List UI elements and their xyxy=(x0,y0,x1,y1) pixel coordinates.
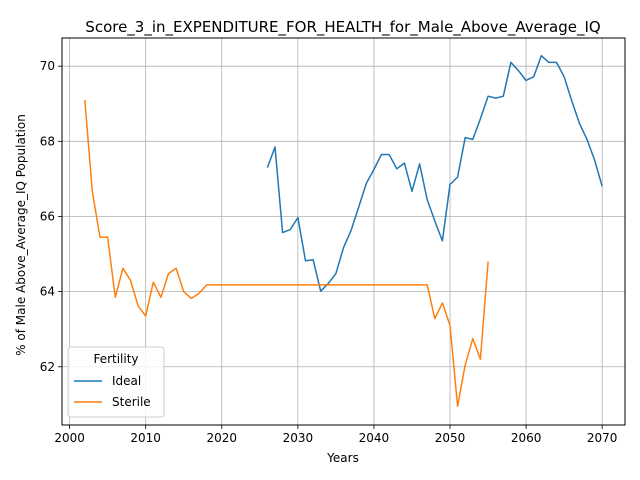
legend-label-sterile: Sterile xyxy=(112,395,151,409)
y-tick-label: 66 xyxy=(40,209,55,223)
y-tick-label: 70 xyxy=(40,59,55,73)
x-tick-label: 2040 xyxy=(359,431,390,445)
series-line-sterile xyxy=(84,99,489,407)
x-tick-label: 2050 xyxy=(435,431,466,445)
plot-frame xyxy=(61,37,626,426)
y-tick-label: 62 xyxy=(40,360,55,374)
x-axis-label: Years xyxy=(326,451,359,465)
legend-label-ideal: Ideal xyxy=(112,374,141,388)
x-tick-label: 2030 xyxy=(283,431,314,445)
x-tick-label: 2020 xyxy=(206,431,237,445)
legend: Fertility Ideal Sterile xyxy=(67,346,165,418)
x-tick-label: 2000 xyxy=(54,431,85,445)
y-tick-label: 68 xyxy=(40,134,55,148)
series-line-ideal xyxy=(266,54,603,292)
x-tick-label: 2070 xyxy=(587,431,618,445)
legend-title: Fertility xyxy=(93,352,138,366)
x-tick-label: 2060 xyxy=(511,431,542,445)
axis-ticks: 2000 2010 2020 2030 2040 2050 2060 2070 62 64 66 68… xyxy=(40,59,618,445)
chart-title: Score_3_in_EXPENDITURE_FOR_HEALTH_for_Ma… xyxy=(85,18,600,37)
series-lines xyxy=(84,54,603,407)
y-tick-label: 64 xyxy=(40,285,55,299)
legend-box xyxy=(67,346,165,418)
x-tick-label: 2010 xyxy=(130,431,161,445)
y-axis-label: % of Male Above_Average_IQ Population xyxy=(14,114,28,356)
